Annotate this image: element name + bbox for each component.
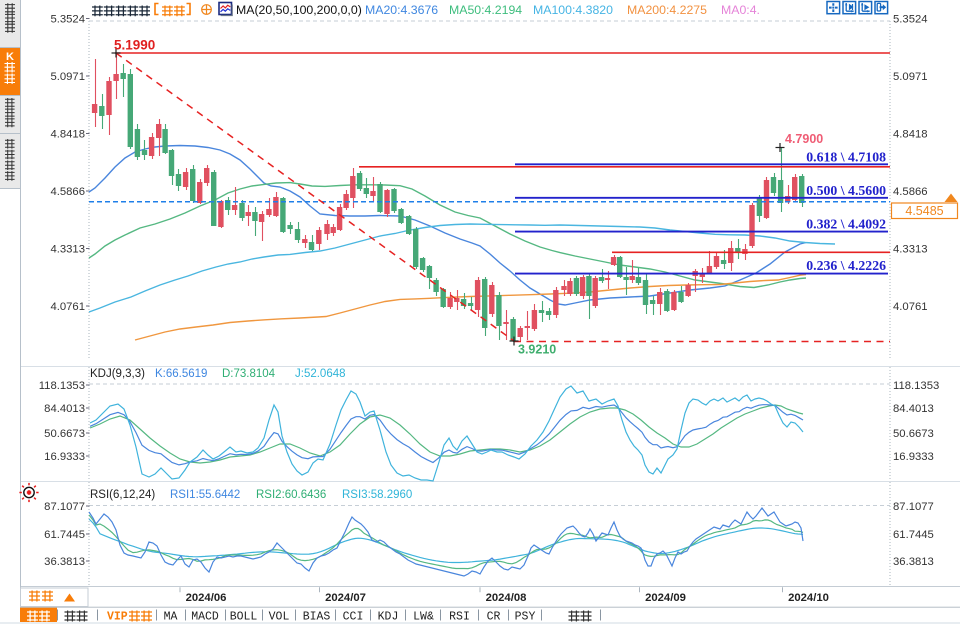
- svg-text:87.1077: 87.1077: [44, 501, 85, 513]
- svg-text:LW&: LW&: [413, 611, 434, 624]
- svg-text:2024/08: 2024/08: [486, 592, 527, 604]
- svg-text:118.1353: 118.1353: [39, 380, 85, 392]
- svg-text:36.3813: 36.3813: [44, 556, 85, 568]
- svg-text:4.8418: 4.8418: [50, 129, 85, 141]
- svg-text:36.3813: 36.3813: [893, 556, 934, 568]
- svg-text:4.0761: 4.0761: [50, 301, 85, 313]
- svg-text:CCI: CCI: [343, 611, 364, 624]
- svg-text:16.9333: 16.9333: [893, 451, 934, 463]
- svg-text:VIP: VIP: [107, 611, 128, 624]
- svg-text:MA: MA: [164, 611, 178, 624]
- svg-text:MACD: MACD: [191, 611, 219, 624]
- svg-text:0.236 \ 4.2226: 0.236 \ 4.2226: [806, 258, 886, 273]
- svg-text:J:52.0648: J:52.0648: [295, 368, 346, 380]
- svg-text:MA100:4.3820: MA100:4.3820: [533, 3, 613, 17]
- svg-text:50.6673: 50.6673: [893, 428, 934, 440]
- svg-text:MA200:4.2275: MA200:4.2275: [627, 3, 707, 17]
- svg-text:87.1077: 87.1077: [893, 501, 934, 513]
- svg-text:5.0971: 5.0971: [50, 71, 85, 83]
- svg-text:61.7445: 61.7445: [44, 529, 85, 541]
- svg-text:3.9210: 3.9210: [518, 343, 556, 357]
- svg-text:K: K: [6, 51, 14, 63]
- svg-text:61.7445: 61.7445: [893, 529, 934, 541]
- svg-text:118.1353: 118.1353: [893, 380, 939, 392]
- svg-text:K:66.5619: K:66.5619: [155, 368, 207, 380]
- svg-text:2024/07: 2024/07: [325, 592, 366, 604]
- svg-text:D:73.8104: D:73.8104: [222, 368, 276, 380]
- svg-text:0.500 \ 4.5600: 0.500 \ 4.5600: [806, 183, 886, 198]
- svg-text:50.6673: 50.6673: [44, 428, 85, 440]
- svg-text:4.5485: 4.5485: [905, 204, 943, 218]
- svg-text:84.4013: 84.4013: [893, 403, 934, 415]
- svg-text:4.5866: 4.5866: [893, 186, 928, 198]
- svg-text:4.7900: 4.7900: [785, 132, 823, 146]
- svg-text:2024/10: 2024/10: [788, 592, 829, 604]
- svg-text:BIAS: BIAS: [303, 611, 331, 624]
- svg-text:2024/09: 2024/09: [645, 592, 686, 604]
- svg-text:5.3524: 5.3524: [50, 14, 85, 26]
- svg-text:0.618 \ 4.7108: 0.618 \ 4.7108: [806, 150, 886, 165]
- svg-text:BOLL: BOLL: [230, 611, 258, 624]
- svg-text:MA0:4.: MA0:4.: [721, 3, 760, 17]
- svg-text:MA50:4.2194: MA50:4.2194: [449, 3, 522, 17]
- svg-text:VOL: VOL: [269, 611, 290, 624]
- svg-text:84.4013: 84.4013: [44, 403, 85, 415]
- svg-text:5.3524: 5.3524: [893, 14, 928, 26]
- svg-text:PSY: PSY: [515, 611, 536, 624]
- svg-text:KDJ(9,3,3): KDJ(9,3,3): [90, 368, 145, 380]
- svg-text:MA(20,50,100,200,0,0): MA(20,50,100,200,0,0): [236, 3, 362, 17]
- svg-text:RSI1:55.6442: RSI1:55.6442: [170, 489, 240, 501]
- svg-text:4.3313: 4.3313: [50, 244, 85, 256]
- svg-text:5.0971: 5.0971: [893, 71, 928, 83]
- svg-text:5.1990: 5.1990: [114, 38, 155, 53]
- svg-text:4.0761: 4.0761: [893, 301, 928, 313]
- svg-text:RSI: RSI: [449, 611, 470, 624]
- svg-text:0.382 \ 4.4092: 0.382 \ 4.4092: [806, 217, 886, 232]
- svg-text:4.5866: 4.5866: [50, 186, 85, 198]
- svg-text:2024/06: 2024/06: [186, 592, 227, 604]
- svg-text:RSI(6,12,24): RSI(6,12,24): [90, 489, 155, 501]
- svg-text:RSI2:60.6436: RSI2:60.6436: [256, 489, 326, 501]
- svg-text:4.3313: 4.3313: [893, 244, 928, 256]
- svg-text:KDJ: KDJ: [378, 611, 399, 624]
- svg-text:RSI3:58.2960: RSI3:58.2960: [342, 489, 412, 501]
- svg-text:16.9333: 16.9333: [44, 451, 85, 463]
- svg-text:4.8418: 4.8418: [893, 129, 928, 141]
- svg-text:CR: CR: [487, 611, 501, 624]
- svg-text:MA20:4.3676: MA20:4.3676: [365, 3, 438, 17]
